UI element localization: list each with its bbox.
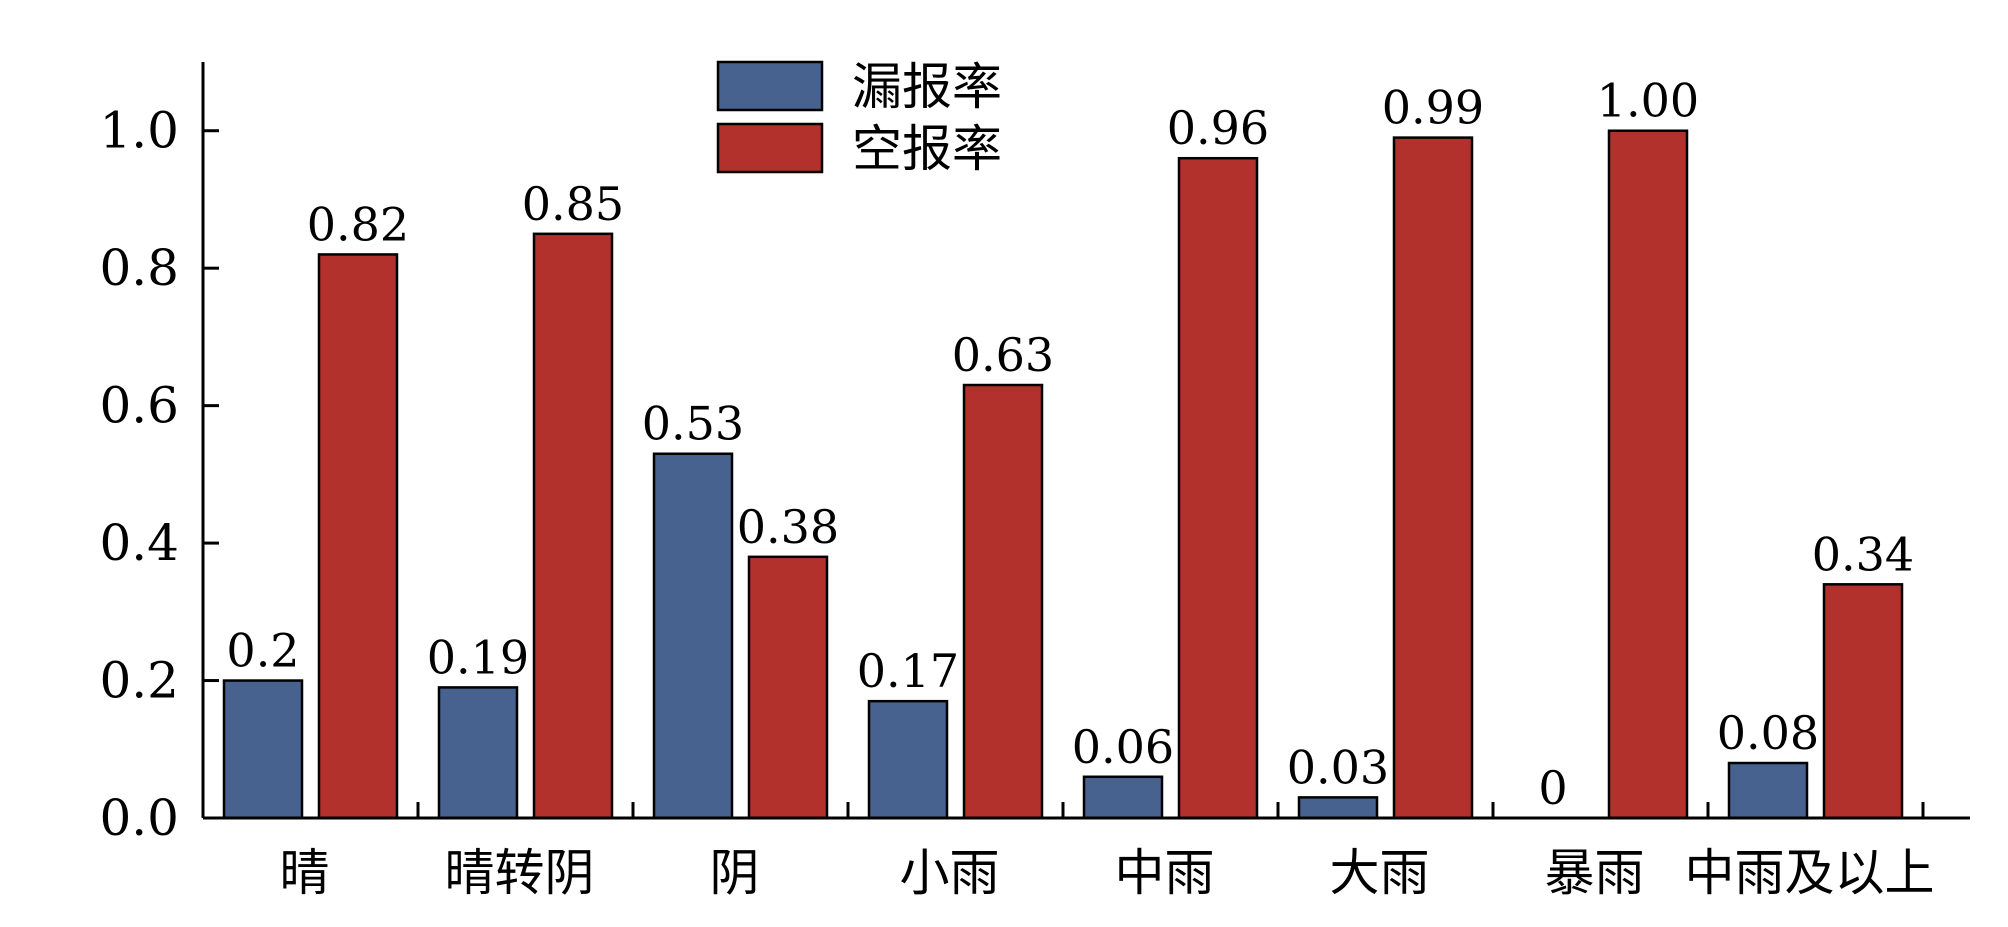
bar	[867, 699, 949, 820]
x-category-label: 晴	[280, 844, 330, 902]
y-tick-label: 0.6	[99, 377, 179, 435]
bar	[652, 452, 734, 820]
bar	[222, 679, 304, 820]
data-label: 0.03	[1287, 740, 1389, 794]
legend-label-missed: 漏报率	[852, 58, 1002, 116]
data-label: 0.99	[1382, 81, 1484, 135]
data-label: 0	[1538, 761, 1567, 815]
data-label: 1.00	[1597, 74, 1699, 128]
data-label: 0.53	[642, 397, 744, 451]
x-category-label: 晴转阴	[445, 844, 595, 902]
bar	[1392, 136, 1474, 820]
bar	[1177, 156, 1259, 820]
legend-label-false-alarm: 空报率	[852, 120, 1002, 178]
x-category-label: 阴	[710, 844, 760, 902]
data-label: 0.82	[307, 197, 409, 251]
x-ticks-layer: 晴 晴转阴 阴 小雨 中雨 大雨 暴雨 中雨及以上	[280, 802, 1935, 902]
bar	[747, 555, 829, 820]
data-label: 0.06	[1072, 720, 1174, 774]
bar	[1822, 583, 1904, 820]
y-tick-label: 0.2	[99, 652, 179, 710]
legend-swatch-missed	[716, 60, 824, 112]
data-labels-layer: 0.2 0.19 0.53 0.17 0.06 0.03 0 0.08 0.82 0.85 0.38…	[226, 74, 1914, 815]
bar	[437, 686, 519, 820]
bar	[532, 232, 614, 820]
x-category-label: 暴雨	[1545, 844, 1645, 902]
data-label: 0.63	[952, 328, 1054, 382]
data-label: 0.85	[522, 177, 624, 231]
data-label: 0.38	[737, 500, 839, 554]
y-tick-label: 0.0	[99, 789, 179, 847]
data-label: 0.19	[427, 630, 529, 684]
bar	[1297, 796, 1379, 820]
bar	[1607, 129, 1689, 820]
legend: 漏报率 空报率	[716, 58, 1002, 178]
legend-swatch-false-alarm	[716, 122, 824, 174]
y-ticks-layer: 0.0 0.2 0.4 0.6 0.8 1.0	[99, 102, 219, 847]
y-tick-label: 1.0	[99, 102, 179, 160]
bar	[317, 253, 399, 820]
y-tick-label: 0.4	[99, 514, 179, 572]
bar	[962, 383, 1044, 820]
bars-layer	[222, 129, 1904, 820]
x-category-label: 大雨	[1330, 844, 1430, 902]
data-label: 0.17	[857, 644, 959, 698]
x-category-label: 中雨及以上	[1685, 844, 1935, 902]
axes-layer	[201, 62, 1970, 820]
y-tick-label: 0.8	[99, 239, 179, 297]
bar	[1727, 761, 1809, 820]
x-category-label: 中雨	[1115, 844, 1215, 902]
data-label: 0.2	[226, 624, 299, 678]
data-label: 0.96	[1167, 101, 1269, 155]
data-label: 0.34	[1812, 527, 1914, 581]
x-category-label: 小雨	[900, 844, 1000, 902]
data-label: 0.08	[1717, 706, 1819, 760]
bar	[1082, 775, 1164, 820]
